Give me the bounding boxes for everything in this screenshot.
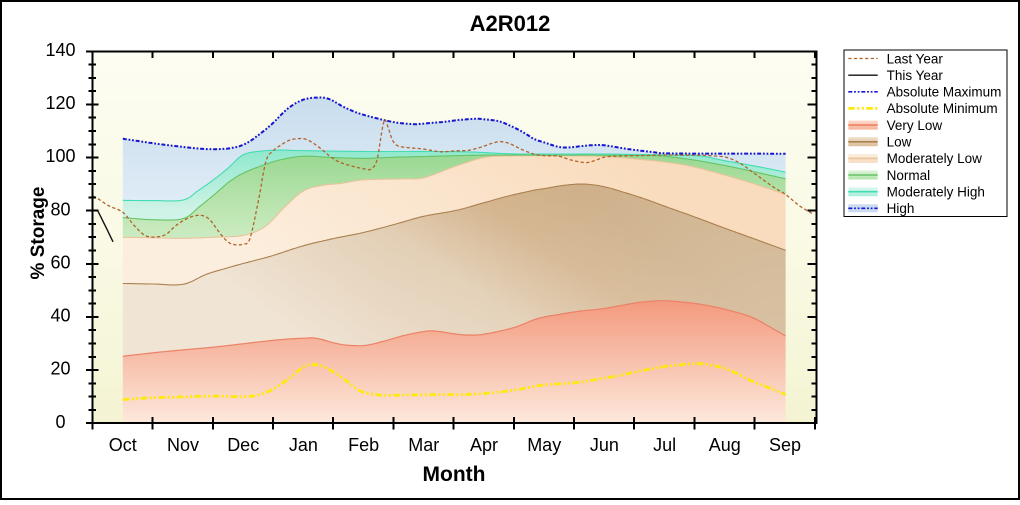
svg-text:Last Year: Last Year [887, 51, 944, 66]
svg-text:Very Low: Very Low [887, 118, 943, 133]
svg-text:Oct: Oct [109, 435, 137, 455]
svg-text:Apr: Apr [470, 435, 498, 455]
svg-text:Jul: Jul [653, 435, 676, 455]
svg-text:120: 120 [45, 93, 75, 113]
svg-text:Mar: Mar [408, 435, 439, 455]
svg-text:Sep: Sep [769, 435, 801, 455]
svg-text:Aug: Aug [709, 435, 741, 455]
svg-text:% Storage: % Storage [28, 187, 49, 280]
svg-text:High: High [887, 201, 915, 216]
svg-text:Dec: Dec [227, 435, 259, 455]
svg-text:Low: Low [887, 135, 912, 150]
svg-text:Moderately High: Moderately High [887, 185, 985, 200]
svg-text:80: 80 [50, 199, 70, 219]
svg-text:Moderately Low: Moderately Low [887, 151, 983, 166]
svg-text:Absolute Maximum: Absolute Maximum [887, 85, 1002, 100]
svg-text:40: 40 [50, 306, 70, 326]
svg-text:0: 0 [55, 412, 65, 432]
svg-text:Month: Month [423, 463, 486, 486]
svg-text:Jan: Jan [289, 435, 318, 455]
svg-text:This Year: This Year [887, 68, 944, 83]
svg-text:Nov: Nov [167, 435, 199, 455]
svg-text:100: 100 [45, 146, 75, 166]
svg-text:Feb: Feb [348, 435, 379, 455]
svg-text:Absolute Minimum: Absolute Minimum [887, 101, 998, 116]
svg-text:A2R012: A2R012 [470, 11, 551, 36]
svg-text:Normal: Normal [887, 168, 931, 183]
svg-text:20: 20 [50, 359, 70, 379]
svg-text:140: 140 [45, 40, 75, 60]
svg-text:May: May [527, 435, 561, 455]
svg-text:60: 60 [50, 252, 70, 272]
svg-text:Jun: Jun [590, 435, 619, 455]
